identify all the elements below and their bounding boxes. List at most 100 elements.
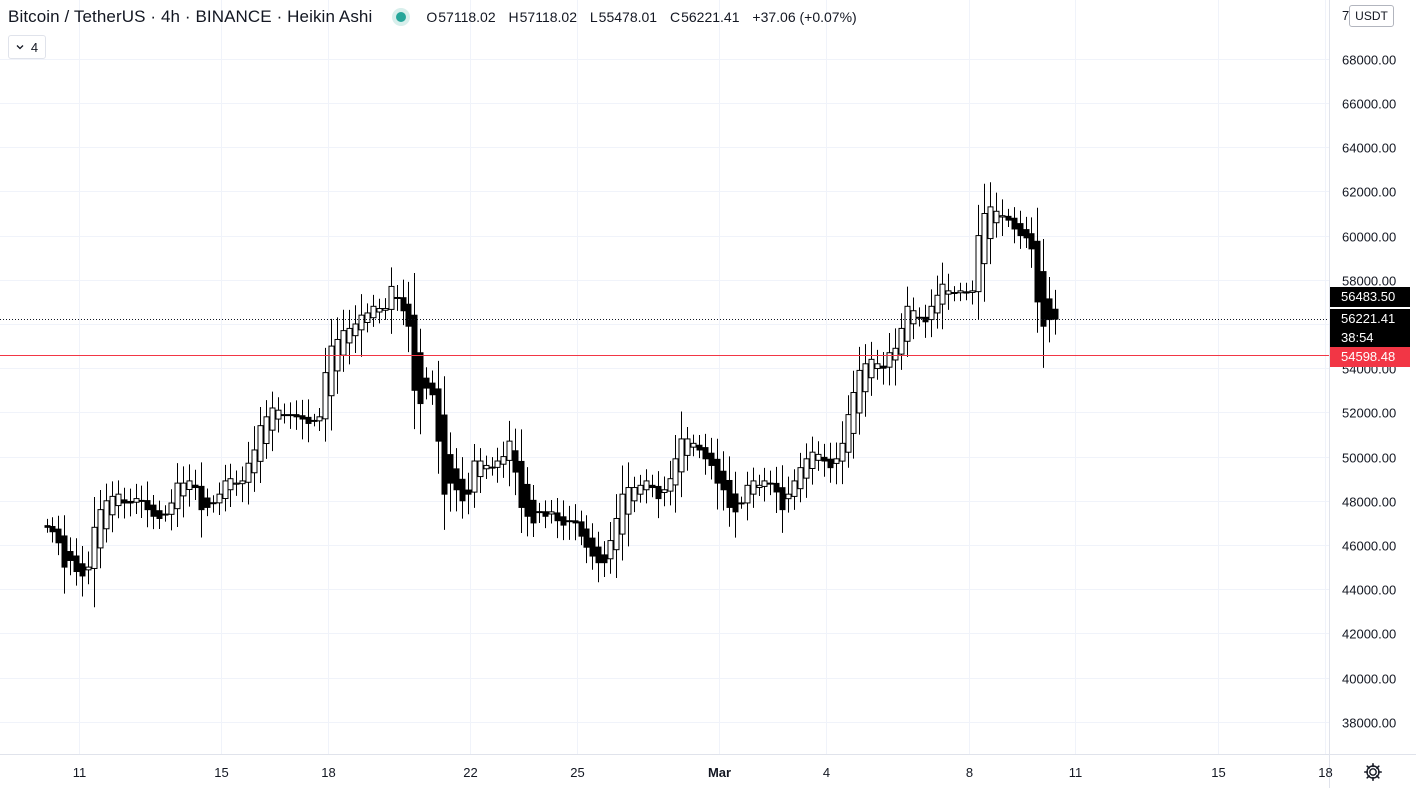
price-tick-label: 52000.00 bbox=[1342, 406, 1396, 421]
candle-body-up bbox=[328, 345, 335, 397]
candle-body-up bbox=[109, 495, 116, 516]
candle-body-down bbox=[67, 551, 74, 561]
price-tick-label: 46000.00 bbox=[1342, 539, 1396, 554]
candle bbox=[293, 400, 300, 430]
candle bbox=[411, 273, 418, 430]
candle-body-down bbox=[595, 546, 602, 564]
candle-body-down bbox=[583, 528, 590, 548]
candle-body-down bbox=[453, 468, 460, 491]
candle-body-up bbox=[678, 438, 685, 473]
candle bbox=[423, 367, 430, 400]
candle bbox=[856, 346, 863, 435]
candle-body-down bbox=[144, 500, 151, 511]
candle-body-down bbox=[738, 502, 745, 505]
price-tick-label: 68000.00 bbox=[1342, 53, 1396, 68]
candle-body-down bbox=[963, 291, 970, 294]
candle-body-down bbox=[554, 512, 561, 522]
candle-body-down bbox=[720, 470, 727, 491]
candle-body-up bbox=[287, 414, 294, 417]
candle bbox=[447, 432, 454, 512]
candle-body-down bbox=[1040, 271, 1047, 327]
candle-body-up bbox=[388, 285, 395, 310]
candle-body-up bbox=[791, 480, 798, 497]
candle-body-up bbox=[850, 392, 857, 434]
candle bbox=[311, 413, 318, 427]
candle bbox=[625, 462, 632, 547]
candle bbox=[554, 497, 561, 539]
candle bbox=[560, 500, 567, 541]
currency-button[interactable]: USDT bbox=[1349, 5, 1394, 27]
candle bbox=[275, 397, 282, 433]
candle bbox=[969, 280, 976, 305]
candle bbox=[761, 467, 768, 502]
candle-body-up bbox=[756, 484, 763, 489]
time-tick-label: 15 bbox=[214, 765, 228, 780]
candle bbox=[720, 451, 727, 511]
candle-body-up bbox=[316, 416, 323, 422]
candle bbox=[744, 471, 751, 521]
candle-body-down bbox=[293, 414, 300, 418]
candle-body-up bbox=[174, 482, 181, 510]
candle-body-down bbox=[779, 487, 786, 511]
candle-body-down bbox=[204, 497, 211, 508]
candle-body-up bbox=[874, 363, 881, 370]
candle bbox=[168, 489, 175, 531]
candle-body-up bbox=[750, 480, 757, 495]
candle-body-up bbox=[352, 323, 359, 337]
candle bbox=[257, 406, 264, 484]
candle bbox=[97, 490, 104, 569]
candle-body-up bbox=[856, 369, 863, 414]
candle-body-up bbox=[892, 347, 899, 361]
candle bbox=[827, 442, 834, 483]
candle-body-down bbox=[405, 303, 412, 327]
candle-body-up bbox=[928, 305, 935, 321]
candle bbox=[453, 448, 460, 512]
time-tick-label: Mar bbox=[708, 765, 731, 780]
candle bbox=[868, 341, 875, 396]
candle bbox=[370, 294, 377, 327]
high-label: H bbox=[508, 9, 519, 25]
candle-body-up bbox=[548, 511, 555, 515]
candle bbox=[133, 483, 140, 515]
market-status-icon bbox=[396, 12, 407, 22]
candle-body-down bbox=[156, 510, 163, 519]
open-label: O bbox=[426, 9, 438, 25]
candle-body-down bbox=[61, 535, 68, 568]
price-scale[interactable]: 38000.00 40000.00 42000.00 44000.00 46000.00… bbox=[1342, 53, 1396, 731]
candle bbox=[1046, 276, 1053, 343]
candle bbox=[1052, 289, 1059, 335]
candle bbox=[233, 470, 240, 496]
candle bbox=[975, 204, 982, 320]
time-scale[interactable]: 11 15 18 22 25 Mar 4 8 11 15 18 bbox=[73, 765, 1333, 780]
candle-body-up bbox=[370, 305, 377, 319]
candle-body-down bbox=[417, 352, 424, 405]
candle bbox=[55, 515, 62, 556]
candle bbox=[245, 441, 252, 505]
candle-body-down bbox=[55, 528, 62, 544]
candle-body-down bbox=[423, 377, 430, 389]
candle bbox=[489, 457, 496, 476]
symbol-title[interactable]: Bitcoin / TetherUS · 4h · BINANCE · Heik… bbox=[8, 7, 373, 26]
candle bbox=[61, 515, 68, 594]
candle-body-up bbox=[216, 493, 223, 504]
candle-body-up bbox=[358, 314, 365, 331]
candle bbox=[524, 467, 531, 537]
candle bbox=[702, 433, 709, 475]
candle bbox=[714, 438, 721, 510]
candle-body-up bbox=[898, 327, 905, 355]
low-value: 55478.01 bbox=[598, 9, 658, 25]
settings-button[interactable] bbox=[1361, 760, 1385, 784]
indicators-toggle-button[interactable]: 4 bbox=[8, 35, 46, 59]
candle-body-up bbox=[619, 493, 626, 535]
top-partial-price-label: 7 bbox=[1342, 8, 1349, 23]
candle bbox=[910, 297, 917, 340]
candle bbox=[957, 282, 964, 302]
candle bbox=[643, 469, 650, 504]
candle bbox=[791, 469, 798, 510]
candle bbox=[352, 305, 359, 353]
candle bbox=[833, 442, 840, 485]
candle bbox=[483, 455, 490, 479]
price-tick-label: 50000.00 bbox=[1342, 451, 1396, 466]
candle-body-up bbox=[500, 456, 507, 465]
